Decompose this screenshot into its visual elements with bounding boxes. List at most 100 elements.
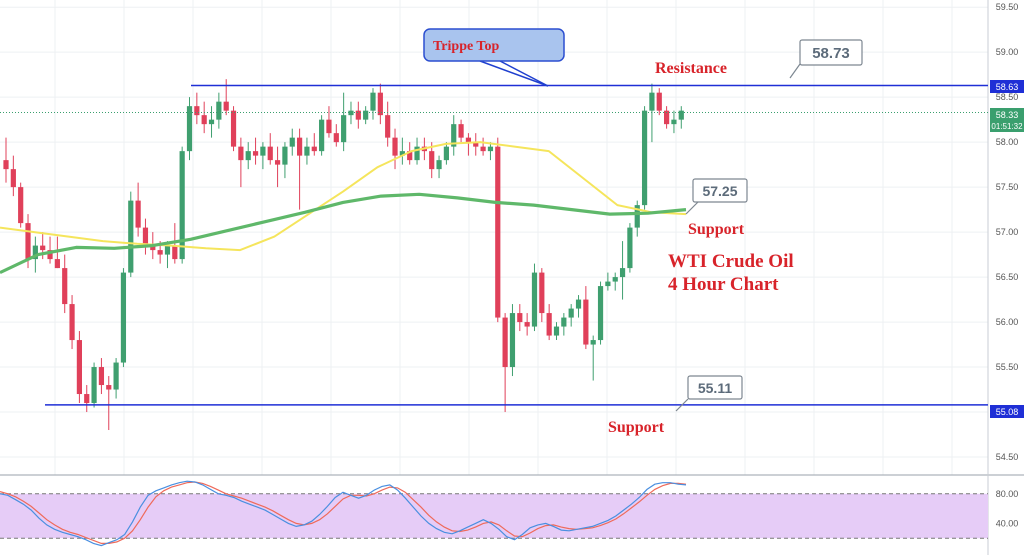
candle — [553, 322, 560, 341]
candle — [326, 106, 332, 138]
candle — [282, 142, 288, 179]
candle — [480, 137, 486, 156]
y-tick-label: 57.00 — [996, 227, 1019, 237]
candle — [575, 295, 582, 318]
price-tag-support: 55.08 — [990, 405, 1024, 418]
callout-resistance: 58.73 — [789, 39, 863, 79]
y-tick-label: 55.50 — [996, 362, 1019, 372]
y-tick-label: 58.00 — [996, 137, 1019, 147]
candle — [671, 110, 677, 134]
callout-ma: 57.25 — [685, 178, 748, 215]
y-tick-label: 56.50 — [996, 272, 1019, 282]
candle — [473, 133, 479, 156]
candle — [10, 155, 16, 197]
y-tick-label: 56.00 — [996, 317, 1019, 327]
candle — [194, 92, 200, 125]
candle — [333, 124, 339, 147]
candle — [98, 358, 105, 395]
candle — [304, 137, 310, 165]
candle — [311, 133, 317, 156]
candle — [113, 358, 119, 399]
candle — [230, 106, 237, 152]
candle — [135, 182, 141, 237]
candle — [392, 128, 398, 170]
y-tick-label: 58.50 — [996, 92, 1019, 102]
chart-subtitle: 4 Hour Chart — [668, 274, 779, 295]
levels — [0, 84, 988, 406]
candle — [590, 335, 596, 381]
candle — [443, 142, 449, 165]
y-tick-label: 57.50 — [996, 182, 1019, 192]
y-tick-label: 59.50 — [996, 2, 1019, 12]
y-tick-label: 59.00 — [996, 47, 1019, 57]
trippe-top-callout: Trippe Top — [423, 28, 565, 87]
candle — [385, 101, 391, 147]
candles — [3, 79, 684, 431]
candle — [568, 304, 574, 327]
price-tag-resistance: 58.63 — [990, 80, 1024, 93]
candle — [76, 331, 82, 404]
stoch-d-line — [0, 481, 687, 545]
candle — [245, 142, 251, 170]
price-tag-timer: 01:51:32 — [991, 122, 1023, 131]
candle — [201, 101, 207, 134]
candle — [458, 119, 464, 143]
candle — [429, 142, 435, 179]
callout-resistance-value: 58.73 — [812, 45, 850, 62]
candle — [487, 142, 494, 161]
ma-slow-line — [0, 192, 687, 275]
candle — [619, 241, 626, 300]
callout-support: 55.11 — [675, 375, 743, 412]
stochastic-panel: 80.00 40.00 — [0, 480, 1019, 547]
candle — [274, 146, 281, 188]
resistance-label: Resistance — [655, 60, 727, 77]
candle — [252, 137, 259, 165]
price-tag-resistance-text: 58.63 — [996, 82, 1019, 92]
support-label-upper: Support — [688, 221, 745, 238]
candle — [69, 295, 75, 350]
candle — [656, 88, 662, 116]
candle — [627, 223, 633, 273]
candle — [363, 106, 369, 125]
candle — [583, 286, 589, 350]
candle — [106, 376, 112, 431]
candle — [120, 268, 127, 368]
candle — [612, 272, 618, 291]
candle — [605, 272, 611, 291]
candle — [436, 155, 442, 179]
candle — [18, 182, 24, 228]
candle — [186, 97, 193, 161]
candle — [407, 142, 413, 165]
candle — [216, 92, 222, 129]
candle — [524, 313, 530, 336]
candle — [414, 137, 420, 165]
candle — [179, 146, 185, 264]
candle — [370, 88, 376, 120]
candle — [517, 304, 523, 332]
candle — [502, 313, 508, 413]
candle — [260, 142, 266, 170]
stoch-tick-label: 80.00 — [996, 489, 1019, 499]
candle — [238, 137, 244, 188]
candle — [297, 128, 303, 210]
candle — [319, 115, 325, 156]
candle — [495, 137, 501, 323]
y-tick-label: 54.50 — [996, 452, 1019, 462]
stoch-band — [0, 493, 988, 539]
candle — [539, 268, 545, 323]
candle — [377, 83, 383, 125]
candle — [62, 254, 68, 314]
candle — [451, 115, 457, 156]
candle — [531, 263, 538, 332]
callout-ma-value: 57.25 — [702, 183, 737, 199]
candle — [128, 191, 134, 278]
ma-fast-line — [0, 141, 687, 252]
candle — [641, 106, 648, 210]
candle — [348, 101, 354, 125]
candle — [634, 200, 640, 237]
candle — [47, 236, 53, 264]
moving-averages — [0, 141, 687, 275]
stoch-k-line — [0, 480, 687, 547]
